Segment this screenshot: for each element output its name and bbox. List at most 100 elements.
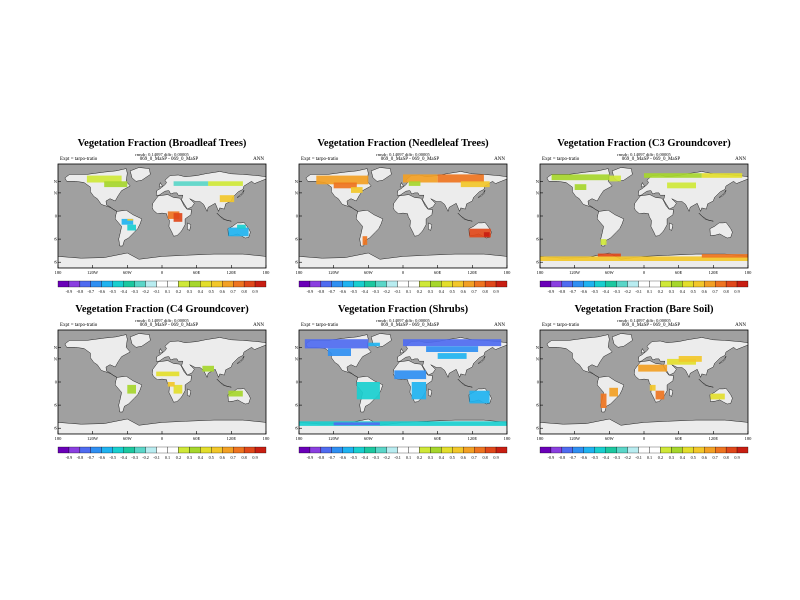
colorbar-swatch [386,446,398,454]
colorbar-label: -0.4 [361,289,369,294]
land-madagascar [669,222,674,231]
panel-title: Vegetation Fraction (Bare Soil) [574,304,714,315]
colorbar-label: 0.1 [406,455,411,460]
colorbar-swatch [616,446,628,454]
colorbar-swatch [704,280,716,288]
colorbar-swatch [616,280,628,288]
colorbar-label: 0.5 [691,289,696,294]
colorbar-swatch [638,446,650,454]
colorbar-swatch [452,280,464,288]
colorbar-label: 0.6 [702,289,707,294]
colorbar-swatch [671,446,683,454]
land-uk [640,347,645,354]
colorbar-label: 0.2 [417,289,422,294]
lon-tick-label: 180 [504,270,511,275]
colorbar-label: 0.1 [406,289,411,294]
colorbar-label: -0.7 [570,289,577,294]
colorbar-label: 0.5 [450,455,455,460]
lon-tick-label: 180 [263,270,270,275]
data-cell [228,227,249,237]
colorbar-label: -0.5 [591,455,598,460]
colorbar-swatch [222,280,234,288]
data-cell [127,384,136,394]
colorbar-swatch [463,446,475,454]
panel-c3-groundcover: Vegetation Fraction (C3 Groundcover) rms… [536,138,752,313]
colorbar-label: 0.1 [165,455,170,460]
colorbar-swatch [189,446,201,454]
land-uk [158,181,163,188]
lon-tick-label: 60E [434,436,442,441]
land-arabia_islands [216,212,232,222]
colorbar-label: 0.4 [680,289,686,294]
land-madagascar [187,388,192,397]
panel-stats: rmsdr: 0.14097 diffr: 0.00005 [135,152,189,157]
lon-tick-label: 120E [227,436,237,441]
colorbar-swatch [68,280,81,288]
colorbar-swatch [134,446,146,454]
lon-tick-label: 60W [123,436,133,441]
lat-tick-label: 0 [296,214,299,219]
data-cell [469,228,491,238]
colorbar-swatch [134,280,146,288]
panel-c4-groundcover: Vegetation Fraction (C4 Groundcover) rms… [54,304,270,479]
season-label: ANN [494,157,505,162]
colorbar-swatch [561,280,573,288]
data-cell [551,174,610,181]
lat-tick-label: 40N [295,356,299,361]
colorbar-label: -0.3 [372,289,379,294]
data-cell [304,339,369,349]
colorbar-label: 0.6 [220,455,225,460]
colorbar-label: -0.2 [142,289,149,294]
land-greenland [370,167,392,182]
colorbar-label: -0.9 [548,289,555,294]
land-antarctica [58,252,266,268]
colorbar-swatch [112,280,124,288]
colorbar-swatch [605,280,617,288]
data-cell [597,253,621,257]
colorbar-swatch [693,446,705,454]
lon-tick-label: 180 [55,270,63,275]
colorbar-swatch [298,446,311,454]
colorbar-label: 0.8 [723,455,728,460]
season-label: ANN [735,323,746,328]
colorbar-swatch [331,446,343,454]
colorbar-swatch [90,446,102,454]
colorbar-swatch [474,446,486,454]
season-label: ANN [253,323,264,328]
lat-tick-label: 80S [536,260,539,265]
panel-title: Vegetation Fraction (Needleleaf Trees) [317,138,489,149]
land-uk [399,181,404,188]
lat-tick-label: 40S [536,237,539,242]
colorbar-label: -0.6 [580,289,587,294]
data-cell [600,239,607,245]
lon-tick-label: 0 [643,270,646,275]
colorbar-label: 0.9 [252,289,257,294]
data-cell [121,218,134,225]
colorbar-swatch [364,446,376,454]
colorbar-label: -0.4 [602,455,610,460]
lat-tick-label: 40S [295,403,298,408]
lon-tick-label: 120E [709,436,719,441]
colorbar-label: -0.4 [120,455,128,460]
colorbar-swatch [57,446,70,454]
colorbar-label: -0.8 [318,289,325,294]
lat-tick-label: 80S [295,260,298,265]
lon-tick-label: 0 [402,436,405,441]
data-cell [437,174,484,183]
colorbar-swatch [145,446,157,454]
colorbar-label: -0.7 [570,455,577,460]
data-cell [351,187,363,193]
data-cell [411,382,427,400]
colorbar-swatch [112,446,124,454]
land-madagascar [669,388,674,397]
colorbar-swatch [682,280,694,288]
colorbar-label: -0.5 [591,289,598,294]
lat-tick-label: 0 [55,380,58,385]
colorbar-label: 0.6 [220,289,225,294]
colorbar-swatch [309,280,322,288]
colorbar-label: 0.6 [461,289,466,294]
colorbar-swatch [408,280,420,288]
data-cell [469,390,490,404]
expt-label: Expt = tarpo-tratio [542,157,580,162]
lon-tick-label: 180 [263,436,270,441]
